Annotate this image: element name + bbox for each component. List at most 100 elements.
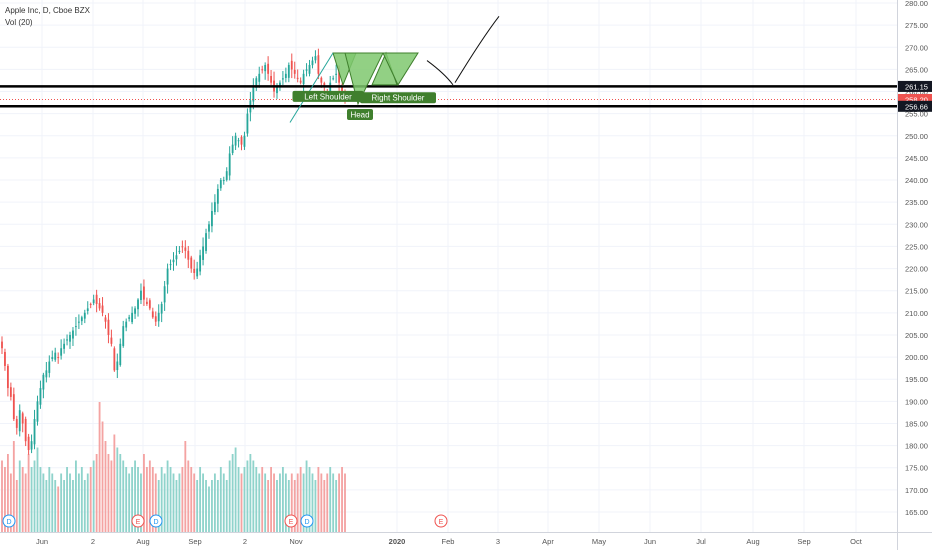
volume-bar: [261, 467, 263, 532]
volume-bar: [270, 467, 272, 532]
volume-bar: [187, 461, 189, 533]
volume-bar: [87, 474, 89, 533]
volume-bar: [196, 480, 198, 532]
candle-body: [238, 140, 240, 141]
candle-body: [332, 78, 334, 79]
volume-bar: [220, 467, 222, 532]
time-tick-label: 2020: [389, 537, 406, 546]
volume-bar: [226, 480, 228, 532]
candle-body: [96, 295, 98, 304]
candle-body: [264, 65, 266, 71]
candle-body: [190, 258, 192, 269]
candle-body: [261, 69, 263, 70]
volume-indicator-label[interactable]: Vol (20): [5, 17, 90, 29]
volume-bar: [108, 454, 110, 532]
candle-body: [170, 264, 172, 265]
volume-bar: [173, 474, 175, 533]
candle-body: [69, 335, 71, 342]
volume-bar: [170, 467, 172, 532]
candle-body: [300, 81, 302, 83]
volume-bar: [258, 474, 260, 533]
volume-bar: [329, 467, 331, 532]
price-tick-label: 195.00: [905, 375, 928, 384]
volume-bar: [178, 474, 180, 533]
dividend-marker[interactable]: D: [301, 515, 313, 527]
volume-bar: [176, 480, 178, 532]
earnings-marker[interactable]: E: [132, 515, 144, 527]
candle-body: [205, 233, 207, 251]
time-tick-label: Jun: [644, 537, 656, 546]
candle-body: [173, 260, 175, 262]
volume-bar: [22, 467, 24, 532]
candle-body: [81, 317, 83, 321]
time-tick-label: Oct: [850, 537, 863, 546]
candle-body: [28, 437, 30, 450]
time-tick-label: Sep: [188, 537, 201, 546]
right-shoulder-label[interactable]: Right Shoulder: [360, 92, 436, 103]
volume-bar: [332, 474, 334, 533]
candle-body: [4, 352, 6, 366]
volume-bar: [84, 480, 86, 532]
candle-body: [60, 348, 62, 355]
candle-body: [317, 55, 319, 74]
volume-bar: [42, 474, 44, 533]
candle-body: [217, 189, 219, 204]
volume-bar: [99, 402, 101, 532]
volume-bar: [202, 474, 204, 533]
dividend-marker[interactable]: D: [3, 515, 15, 527]
volume-bar: [60, 474, 62, 533]
volume-bar: [315, 480, 317, 532]
time-tick-label: Aug: [136, 537, 149, 546]
price-tick-label: 270.00: [905, 43, 928, 52]
candle-body: [178, 251, 180, 252]
volume-bar: [25, 474, 27, 533]
pattern-label-text: Right Shoulder: [372, 94, 425, 103]
volume-bar: [113, 435, 115, 533]
price-tick-label: 225.00: [905, 242, 928, 251]
volume-bar: [276, 480, 278, 532]
marker-letter: E: [439, 519, 444, 526]
candle-body: [54, 353, 56, 360]
volume-bar: [338, 474, 340, 533]
candle-body: [146, 302, 148, 304]
volume-bar: [273, 474, 275, 533]
volume-bar: [90, 467, 92, 532]
candle-body: [244, 136, 246, 147]
candle-body: [335, 74, 337, 75]
volume-bar: [78, 474, 80, 533]
volume-bar: [93, 461, 95, 533]
volume-bar: [164, 474, 166, 533]
candle-body: [226, 171, 228, 180]
volume-bar: [190, 467, 192, 532]
volume-bar: [323, 480, 325, 532]
volume-bar: [223, 474, 225, 533]
earnings-marker[interactable]: E: [435, 515, 447, 527]
candle-body: [164, 286, 166, 302]
candle-body: [270, 76, 272, 83]
candle-body: [149, 300, 151, 308]
candle-body: [161, 304, 163, 314]
volume-bar: [122, 461, 124, 533]
volume-bar: [119, 454, 121, 532]
candle-body: [214, 202, 216, 212]
left-shoulder-label[interactable]: Left Shoulder: [293, 91, 364, 102]
volume-bar: [229, 461, 231, 533]
head-label[interactable]: Head: [347, 109, 373, 120]
symbol-title[interactable]: Apple Inc, D, Cboe BZX: [5, 5, 90, 17]
volume-bar: [54, 480, 56, 532]
price-tick-label: 250.00: [905, 132, 928, 141]
price-tick-label: 205.00: [905, 331, 928, 340]
candle-body: [229, 153, 231, 175]
candle-body: [220, 180, 222, 188]
candle-body: [87, 308, 89, 311]
candle-body: [31, 441, 33, 449]
dividend-marker[interactable]: D: [150, 515, 162, 527]
volume-bar: [214, 474, 216, 533]
volume-bar: [232, 454, 234, 532]
candle-body: [7, 366, 9, 388]
earnings-marker[interactable]: E: [285, 515, 297, 527]
volume-bar: [282, 467, 284, 532]
price-tick-label: 275.00: [905, 21, 928, 30]
